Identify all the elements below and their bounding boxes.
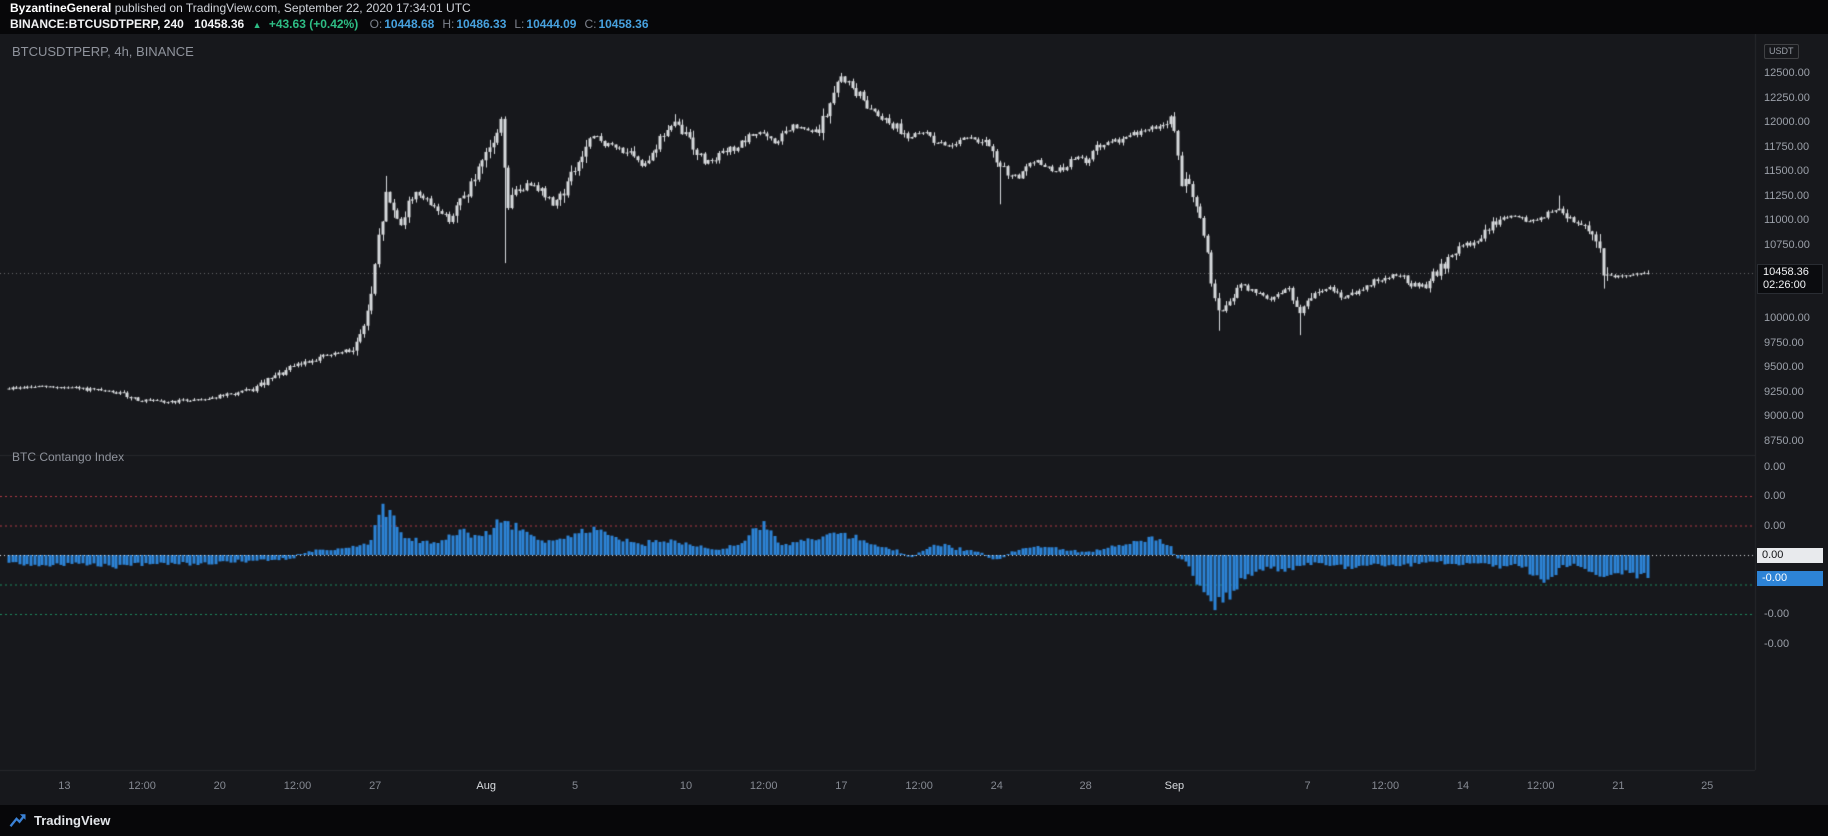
ohlc-value: 10448.68 bbox=[384, 17, 435, 31]
up-triangle-icon: ▲ bbox=[252, 20, 262, 30]
ohlc-values: O: 10448.68 H: 10486.33 L: 10444.09 C: 10458.36 bbox=[362, 17, 649, 31]
price-axis-unit-toggle[interactable]: USDT bbox=[1764, 44, 1799, 59]
price-axis-label: 11500.00 bbox=[1764, 165, 1810, 177]
ohlc-label: H: bbox=[442, 17, 455, 31]
price-axis-label: 10000.00 bbox=[1764, 312, 1810, 324]
price-axis-label: 8750.00 bbox=[1764, 434, 1804, 447]
price-axis-label: 9750.00 bbox=[1764, 336, 1804, 349]
time-axis-label: 10 bbox=[679, 780, 693, 792]
time-axis-label: 27 bbox=[369, 780, 382, 792]
time-axis-label: Sep bbox=[1164, 780, 1185, 792]
ohlc-value: 10486.33 bbox=[456, 17, 507, 31]
last-price-badge-value: 10458.36 bbox=[1763, 266, 1809, 278]
indicator-axis-label: 0.00 bbox=[1764, 519, 1786, 532]
time-axis-label: 12:00 bbox=[283, 780, 312, 792]
time-axis-label: 14 bbox=[1456, 780, 1470, 792]
footer-bar: TradingView bbox=[0, 805, 1828, 836]
price-axis-label: 12000.00 bbox=[1764, 116, 1810, 128]
time-axis-label: 21 bbox=[1612, 780, 1625, 792]
time-axis-label: 12:00 bbox=[1371, 780, 1400, 792]
time-axis-label: 12:00 bbox=[905, 780, 933, 792]
ohlc-value: 10458.36 bbox=[598, 17, 649, 31]
time-axis-label: 12:00 bbox=[1526, 780, 1555, 792]
time-axis-label: 12:00 bbox=[128, 780, 156, 792]
tradingview-logo-icon[interactable] bbox=[9, 812, 27, 830]
indicator-axis-label: -0.00 bbox=[1764, 637, 1790, 650]
ohlc-label: C: bbox=[584, 17, 597, 31]
symbol-ohlc-bar: BINANCE:BTCUSDTPERP, 240 10458.36 ▲ +43.… bbox=[10, 17, 649, 33]
time-axis-label: 20 bbox=[213, 780, 226, 792]
ohlc-value: 10444.09 bbox=[526, 17, 577, 31]
tradingview-wordmark[interactable]: TradingView bbox=[34, 813, 111, 828]
last-price: 10458.36 bbox=[194, 17, 245, 31]
price-axis-label: 9250.00 bbox=[1764, 385, 1804, 398]
price-axis-label: 9500.00 bbox=[1764, 361, 1804, 373]
indicator-axis-label: 0.00 bbox=[1764, 490, 1786, 502]
time-axis[interactable]: 13 12:00 20 12:00 27 Aug 5 10 12:00 17 12:00 24 28 Se… bbox=[0, 770, 1755, 804]
time-axis-label: 24 bbox=[990, 780, 1003, 792]
ohlc-label: L: bbox=[514, 17, 525, 31]
indicator-axis-label: 0.00 bbox=[1764, 460, 1786, 473]
price-axis-label: 12250.00 bbox=[1764, 91, 1810, 104]
price-axis-label: 10750.00 bbox=[1764, 238, 1810, 251]
time-axis-label: 7 bbox=[1304, 780, 1311, 792]
indicator-axis-label: -0.00 bbox=[1764, 608, 1790, 620]
time-axis-label: 5 bbox=[571, 780, 579, 792]
indicator-zero-badge: 0.00 bbox=[1757, 548, 1823, 563]
price-axis-label: 11750.00 bbox=[1764, 140, 1810, 153]
last-price-badge: 10458.36 02:26:00 bbox=[1757, 264, 1823, 294]
publish-info: ByzantineGeneral published on TradingVie… bbox=[10, 1, 471, 16]
time-axis-label: 25 bbox=[1701, 780, 1714, 792]
symbol-title: BINANCE:BTCUSDTPERP, 240 bbox=[10, 17, 184, 31]
time-axis-label: 17 bbox=[835, 780, 848, 792]
price-change: +43.63 (+0.42%) bbox=[268, 17, 359, 31]
indicator-pane-legend: BTC Contango Index bbox=[12, 450, 125, 464]
time-axis-label: 28 bbox=[1079, 780, 1092, 792]
indicator-value-badge: -0.00 bbox=[1757, 571, 1823, 586]
time-axis-label: 12:00 bbox=[749, 780, 778, 792]
ohlc-label: O: bbox=[369, 17, 383, 31]
price-axis-label: 11250.00 bbox=[1764, 189, 1810, 202]
time-axis-label: 13 bbox=[58, 780, 71, 792]
price-axis-label: 9000.00 bbox=[1764, 410, 1804, 422]
price-axis-label: 11000.00 bbox=[1764, 214, 1810, 226]
main-pane-legend: BTCUSDTPERP, 4h, BINANCE bbox=[12, 44, 194, 59]
author-name: ByzantineGeneral bbox=[10, 1, 112, 15]
bar-countdown: 02:26:00 bbox=[1763, 279, 1806, 291]
header-bar: ByzantineGeneral published on TradingVie… bbox=[0, 0, 1828, 34]
price-axis[interactable]: 12500.00 12250.00 12000.00 11750.00 11500.00… bbox=[1756, 34, 1828, 770]
publish-text: published on TradingView.com, September … bbox=[111, 1, 471, 15]
price-axis-label: 12500.00 bbox=[1764, 67, 1810, 79]
time-axis-label: Aug bbox=[476, 780, 496, 792]
